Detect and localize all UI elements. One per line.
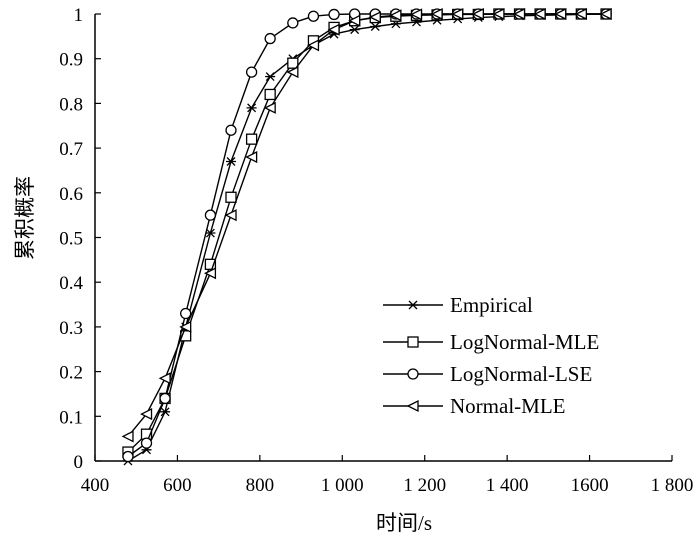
legend-entry: LogNormal-MLE [383, 330, 599, 354]
y-axis-title: 累积概率 [13, 176, 37, 260]
series-layer [121, 7, 612, 466]
x-tick-label: 800 [246, 475, 275, 496]
y-tick-label: 1 [74, 5, 84, 26]
x-tick-label: 1 200 [403, 475, 446, 496]
legend-marker [407, 368, 419, 380]
y-tick-label: 0.7 [59, 139, 83, 160]
data-point [180, 307, 192, 320]
data-point [140, 408, 153, 421]
data-point [179, 320, 192, 333]
data-point [451, 7, 464, 21]
data-point [121, 430, 134, 443]
data-point [159, 392, 171, 405]
data-point [574, 7, 587, 21]
y-tick-label: 0.2 [59, 363, 83, 384]
data-point [226, 157, 237, 166]
data-point [328, 8, 340, 21]
data-point [370, 22, 381, 31]
y-tick-label: 0.5 [59, 229, 83, 250]
y-tick-label: 0.8 [59, 94, 83, 115]
data-point [122, 450, 134, 463]
data-point [307, 10, 320, 22]
data-point [513, 7, 526, 21]
data-point [224, 209, 237, 222]
data-point [225, 124, 237, 136]
data-point [492, 7, 505, 21]
data-point [306, 39, 320, 52]
legend-entry: Empirical [383, 293, 533, 317]
data-point [204, 258, 217, 270]
data-point [203, 267, 217, 280]
legend-marker [407, 336, 419, 348]
data-point [533, 7, 546, 21]
data-point [225, 191, 237, 203]
x-tick-label: 1 000 [321, 475, 364, 496]
data-point [140, 437, 153, 449]
data-point [430, 7, 443, 21]
data-point [245, 150, 258, 164]
data-point [554, 7, 567, 21]
data-point [599, 7, 612, 21]
axes [94, 14, 672, 462]
data-point [349, 25, 360, 35]
x-tick-label: 400 [81, 475, 110, 496]
series-normal-mle [121, 7, 612, 443]
series-line [127, 13, 607, 458]
data-point [287, 17, 299, 29]
data-point [263, 101, 276, 114]
data-point [410, 8, 423, 21]
legend-label: LogNormal-MLE [450, 330, 599, 354]
y-tick-label: 0 [74, 452, 84, 473]
x-tick-label: 1 400 [486, 475, 529, 496]
data-point [471, 7, 484, 21]
ticks: 400 600 800 1 000 1 200 1 400 1600 1 800 0 0.1 0.2… [59, 5, 693, 496]
data-point [205, 228, 216, 238]
legend-marker [406, 399, 419, 413]
y-tick-label: 0.6 [59, 184, 83, 205]
legend-label: Empirical [450, 293, 533, 317]
x-tick-label: 600 [163, 475, 192, 496]
data-point [368, 11, 381, 24]
x-tick-label: 1 800 [651, 475, 694, 496]
series-line [127, 13, 607, 453]
x-tick-label: 1600 [571, 475, 609, 496]
data-point [160, 407, 171, 417]
series-lognormal-mle [122, 8, 612, 458]
data-point [204, 209, 217, 221]
data-point [389, 9, 402, 22]
y-tick-label: 0.1 [59, 407, 83, 428]
data-point [264, 88, 276, 101]
y-tick-label: 0.3 [59, 318, 83, 339]
data-point [264, 32, 276, 45]
data-point [287, 57, 299, 69]
data-point [286, 66, 299, 79]
legend-entry: Normal-MLE [383, 394, 565, 418]
data-point [245, 66, 258, 78]
y-tick-label: 0.4 [59, 273, 83, 294]
legend-marker [408, 300, 418, 310]
legend-entry: LogNormal-LSE [383, 362, 592, 386]
data-point [245, 133, 258, 145]
data-point [246, 103, 257, 113]
legend-label: LogNormal-LSE [450, 362, 592, 386]
y-tick-label: 0.9 [59, 50, 83, 71]
data-point [265, 72, 276, 82]
data-point [327, 23, 340, 36]
legend-label: Normal-MLE [450, 394, 565, 418]
data-point [158, 372, 171, 385]
data-point [348, 14, 361, 27]
x-axis-title: 时间/s [376, 511, 432, 535]
legend: Empirical LogNormal-MLE LogNormal-LSE Norma… [383, 293, 599, 418]
